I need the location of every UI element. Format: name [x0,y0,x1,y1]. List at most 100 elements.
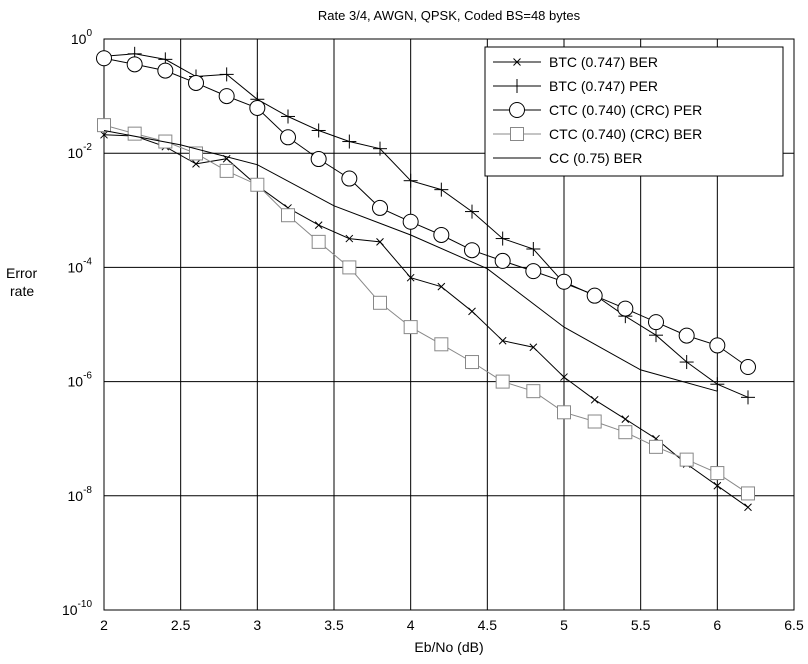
legend-entry: BTC (0.747) PER [493,78,658,94]
y-axis-label-line2: rate [10,283,34,299]
y-tick-labels: 100 10-2 10-4 10-6 10-8 10-10 [62,28,92,618]
circle-marker [341,170,358,187]
x-marker [100,130,108,139]
series-line [103,134,749,508]
series-line [103,124,749,494]
x-tick-label: 6.5 [784,617,804,633]
legend-entry: CTC (0.740) (CRC) BER [493,126,702,142]
x-marker [406,273,415,282]
circle-marker [157,62,174,79]
series-line [103,53,749,398]
x-tick-label: 2.5 [171,617,191,633]
circle-marker [648,314,664,331]
circle-marker [464,242,480,259]
x-marker [621,415,630,424]
x-marker [590,395,599,404]
chart-title: Rate 3/4, AWGN, QPSK, Coded BS=48 bytes [318,8,581,23]
x-marker [744,503,752,512]
square-marker [311,234,326,249]
x-tick-labels: 2 2.5 3 3.5 4 4.5 5 5.5 6 6.5 [100,617,804,633]
y-tick-label: 10-2 [68,142,93,161]
x-marker [345,234,354,243]
square-marker [250,177,265,192]
x-axis-label: Eb/No (dB) [414,639,483,655]
x-marker [498,336,507,345]
square-marker [618,425,633,440]
x-marker [560,373,568,381]
circle-marker [525,263,542,280]
square-marker [557,405,571,420]
square-marker [342,260,357,275]
circle-marker [218,88,235,105]
circle-marker [372,199,388,216]
x-tick-label: 4 [407,617,415,633]
square-marker [710,466,725,481]
circle-marker [310,151,327,168]
y-tick-label: 100 [71,28,93,47]
square-marker [434,337,449,352]
y-tick-label: 10-4 [68,256,93,275]
legend-entry: CTC (0.740) (CRC) PER [493,102,702,118]
x-marker [513,58,521,66]
circle-marker [740,359,756,376]
legend-label: CTC (0.740) (CRC) PER [549,102,702,118]
x-tick-label: 5 [560,617,568,633]
x-marker [468,307,476,316]
circle-marker [126,56,143,73]
legend-label: CC (0.75) BER [549,150,642,166]
square-marker [495,374,510,389]
circle-marker [188,74,204,91]
square-marker [281,208,295,223]
square-marker [679,452,694,467]
series-5 [103,130,718,392]
x-tick-label: 2 [100,617,108,633]
square-marker [741,486,755,501]
x-tick-label: 3 [253,617,261,633]
y-tick-label: 10-8 [68,485,93,504]
circle-marker [249,99,266,116]
circle-marker [494,252,511,269]
x-tick-label: 4.5 [478,617,498,633]
series-line [103,130,718,392]
x-marker [314,221,323,229]
square-marker [587,414,602,429]
square-marker [465,355,479,370]
x-tick-label: 6 [713,617,721,633]
legend-box [484,46,784,177]
x-marker [376,238,384,246]
circle-marker [96,50,112,67]
y-axis-label-line1: Error [6,265,37,281]
y-tick-label: 10-10 [62,599,92,618]
square-marker [97,118,111,133]
x-marker [192,160,200,168]
circle-marker [280,129,296,146]
legend-label: BTC (0.747) BER [549,54,658,70]
legend-label: BTC (0.747) PER [549,78,658,94]
circle-marker [433,226,450,243]
square-marker [510,127,524,141]
legend: BTC (0.747) BER BTC (0.747) PER CTC (0.740… [484,46,784,177]
circle-marker [586,287,603,304]
x-tick-label: 3.5 [324,617,344,633]
square-marker [373,295,387,310]
x-marker [713,481,722,490]
square-marker [403,320,418,335]
x-marker [222,154,231,163]
legend-entry: CC (0.75) BER [493,150,642,166]
legend-entry: BTC (0.747) BER [493,54,658,70]
circle-marker [678,327,695,344]
x-marker [529,343,538,352]
y-tick-label: 10-6 [68,371,93,390]
circle-marker [402,213,419,230]
series-group [96,46,756,512]
legend-items: BTC (0.747) BER BTC (0.747) PER CTC (0.740… [493,54,702,166]
legend-label: CTC (0.740) (CRC) BER [549,126,702,142]
square-marker [219,163,234,178]
circle-marker [709,337,726,354]
square-marker [649,439,663,454]
square-marker [526,384,541,399]
x-tick-label: 5.5 [631,617,651,633]
plot-frame [103,38,795,611]
series-line [103,57,749,368]
